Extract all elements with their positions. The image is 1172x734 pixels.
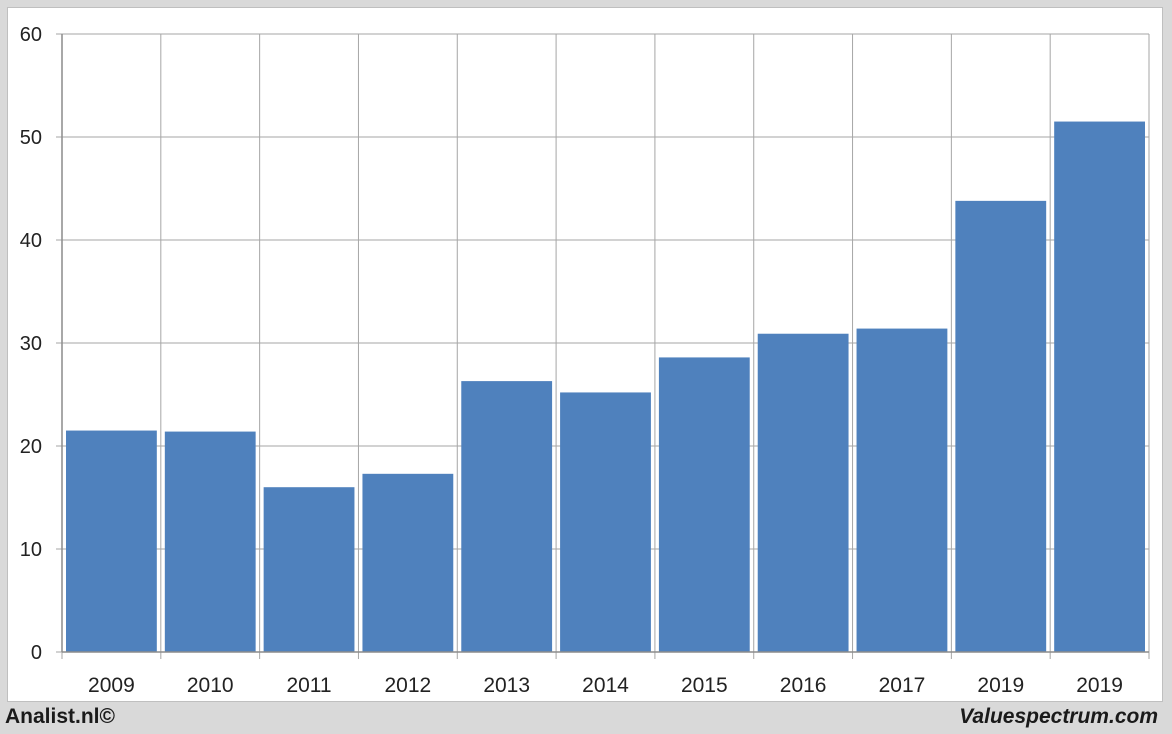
- bar: [1054, 121, 1145, 653]
- footer-site-label: Valuespectrum.com: [959, 705, 1158, 728]
- y-tick-label: 30: [20, 333, 42, 355]
- x-tick-label: 2012: [385, 674, 432, 697]
- x-tick-label: 2019: [977, 674, 1024, 697]
- bar: [856, 328, 948, 652]
- x-tick-label: 2010: [187, 674, 234, 697]
- bar-chart: 0 10 20 30 40 50 60 2009 2010 2011 2012 2013 2014 201…: [20, 24, 1150, 697]
- x-tick-label: 2019: [1076, 674, 1123, 697]
- x-tick-label: 2016: [780, 674, 827, 697]
- x-tick-label: 2013: [483, 674, 530, 697]
- y-tick-label: 10: [20, 539, 42, 561]
- x-tick-label: 2015: [681, 674, 728, 697]
- x-tick-label: 2014: [582, 674, 629, 697]
- y-tick-label: 60: [20, 24, 42, 46]
- bar: [263, 487, 355, 652]
- x-tick-label: 2011: [286, 674, 331, 697]
- bar: [461, 381, 553, 652]
- bar: [66, 430, 157, 652]
- footer-source-label: Analist.nl©: [5, 705, 115, 728]
- bar: [362, 473, 454, 652]
- bar: [560, 392, 651, 652]
- bar: [757, 333, 849, 652]
- bar: [658, 357, 750, 652]
- y-tick-label: 20: [20, 436, 42, 458]
- y-tick-label: 50: [20, 127, 42, 149]
- bar: [164, 431, 256, 652]
- y-tick-label: 40: [20, 230, 42, 252]
- x-tick-label: 2009: [88, 674, 135, 697]
- x-tick-label: 2017: [879, 674, 926, 697]
- y-tick-label: 0: [31, 642, 42, 664]
- bar: [955, 200, 1047, 653]
